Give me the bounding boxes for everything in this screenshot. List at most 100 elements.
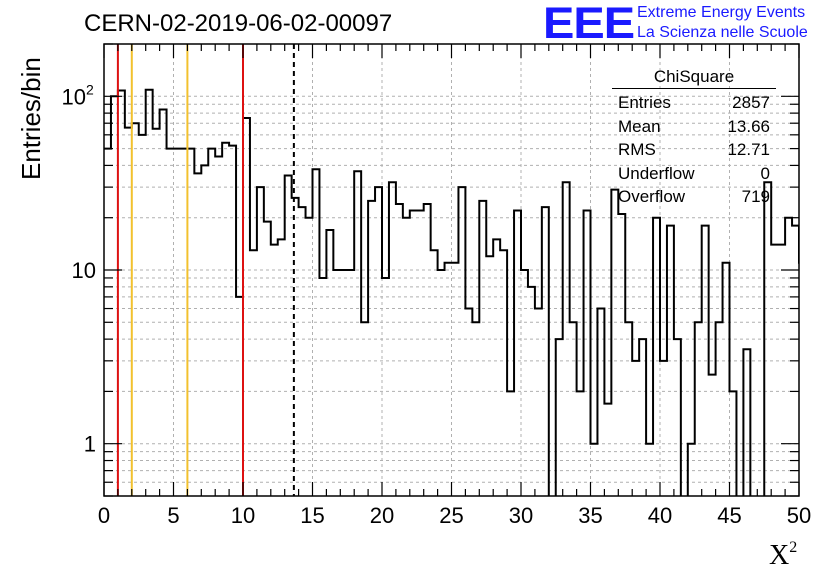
histogram-bin: [591, 444, 598, 496]
histogram-bin: [146, 90, 153, 496]
histogram-bin: [611, 190, 618, 496]
x-tick-label: 20: [370, 503, 394, 528]
histogram-bin: [354, 171, 361, 496]
stats-title: ChiSquare: [612, 66, 776, 89]
x-tick-label: 25: [439, 503, 463, 528]
histogram-bin: [132, 123, 139, 496]
histogram-line: [104, 88, 799, 496]
histogram-bin: [723, 263, 730, 496]
histogram-bin: [167, 149, 174, 496]
histogram-bin: [785, 218, 792, 496]
histogram-bin: [479, 201, 486, 496]
histogram-bin: [319, 278, 326, 496]
histogram-bin: [625, 322, 632, 496]
histogram-bin: [396, 204, 403, 496]
histogram-bin: [521, 270, 528, 496]
histogram-bin: [438, 270, 445, 496]
histogram-bin: [556, 339, 563, 496]
stats-row-mean: Mean 13.66: [612, 115, 776, 139]
histogram-bin: [730, 391, 737, 496]
histogram-bin: [382, 278, 389, 496]
stats-box: ChiSquare Entries 2857 Mean 13.66 RMS 12.71…: [612, 66, 776, 209]
x-tick-label: 50: [787, 503, 811, 528]
histogram-bin: [139, 135, 146, 496]
x-tick-label: 35: [578, 503, 602, 528]
histogram-bin: [333, 270, 340, 496]
histogram-bin: [445, 263, 452, 496]
histogram-bin: [597, 309, 604, 496]
x-tick-label: 10: [231, 503, 255, 528]
x-axis-label-base: X: [769, 540, 790, 571]
histogram-bin: [361, 322, 368, 496]
histogram-bin: [389, 182, 396, 496]
histogram-bin: [702, 226, 709, 496]
histogram-bin: [299, 207, 306, 496]
histogram-bin: [452, 263, 459, 496]
x-tick-label: 40: [648, 503, 672, 528]
histogram-bin: [111, 96, 118, 496]
histogram-bin: [458, 187, 465, 496]
histogram-bin: [660, 361, 667, 496]
histogram-bin: [174, 149, 181, 496]
histogram-bin: [799, 263, 806, 496]
histogram-bin: [285, 175, 292, 496]
histogram-bin: [160, 109, 167, 496]
stats-label: Mean: [618, 116, 661, 136]
histogram-bin: [806, 339, 813, 496]
histogram-bin: [465, 309, 472, 496]
histogram-bin: [264, 222, 271, 496]
histogram-bin: [764, 182, 771, 496]
histogram-bin: [695, 322, 702, 496]
histogram-bin: [368, 201, 375, 496]
histogram-bin: [709, 375, 716, 496]
histogram-bin: [278, 239, 285, 496]
histogram-bin: [229, 146, 236, 496]
histogram-bin: [187, 149, 194, 496]
logo-subtitle-line2: La Scienza nelle Scuole: [637, 24, 808, 41]
histogram-bin: [153, 129, 160, 496]
stats-label: Entries: [618, 93, 671, 112]
axis-ticks: [103, 43, 800, 497]
histogram-bin: [243, 118, 250, 496]
histogram-bin: [570, 322, 577, 496]
histogram-bin: [674, 339, 681, 496]
stats-value: 2857: [732, 93, 770, 112]
histogram-bin: [778, 245, 785, 496]
stats-row-overflow: Overflow 719: [612, 185, 776, 209]
x-tick-label: 5: [167, 503, 179, 528]
histogram-bin: [486, 256, 493, 496]
histogram-bin: [201, 165, 208, 496]
histogram-bin: [180, 149, 187, 496]
x-axis-label-exponent: 2: [789, 538, 798, 556]
histogram-bin: [604, 404, 611, 496]
histogram-bin: [632, 361, 639, 496]
histogram-bin: [688, 444, 695, 496]
histogram-bin: [618, 214, 625, 496]
histogram-bin: [639, 339, 646, 496]
x-tick-label: 30: [509, 503, 533, 528]
histogram-bin: [472, 322, 479, 496]
histogram-bin: [716, 322, 723, 496]
x-axis-label: X2: [769, 538, 798, 572]
stats-value: 12.71: [727, 140, 770, 159]
histogram-bin: [535, 309, 542, 496]
histogram-bin: [493, 239, 500, 496]
histogram-bin: [410, 211, 417, 496]
histogram-bin: [528, 287, 535, 496]
histogram-bin: [236, 297, 243, 496]
histogram-bin: [306, 218, 313, 496]
histogram-bin: [500, 250, 507, 496]
stats-row-underflow: Underflow 0: [612, 162, 776, 186]
histogram-bin: [514, 211, 521, 496]
histogram-bin: [340, 270, 347, 496]
y-tick-label: 1: [84, 432, 96, 457]
histogram-bin: [222, 143, 229, 496]
histogram-bin: [653, 218, 660, 496]
histogram-bin: [208, 149, 215, 496]
stats-label: Overflow: [618, 187, 686, 206]
y-tick-label: 10: [72, 258, 96, 283]
x-tick-label: 0: [98, 503, 110, 528]
histogram-bin: [646, 444, 653, 496]
histogram-bin: [271, 245, 278, 496]
